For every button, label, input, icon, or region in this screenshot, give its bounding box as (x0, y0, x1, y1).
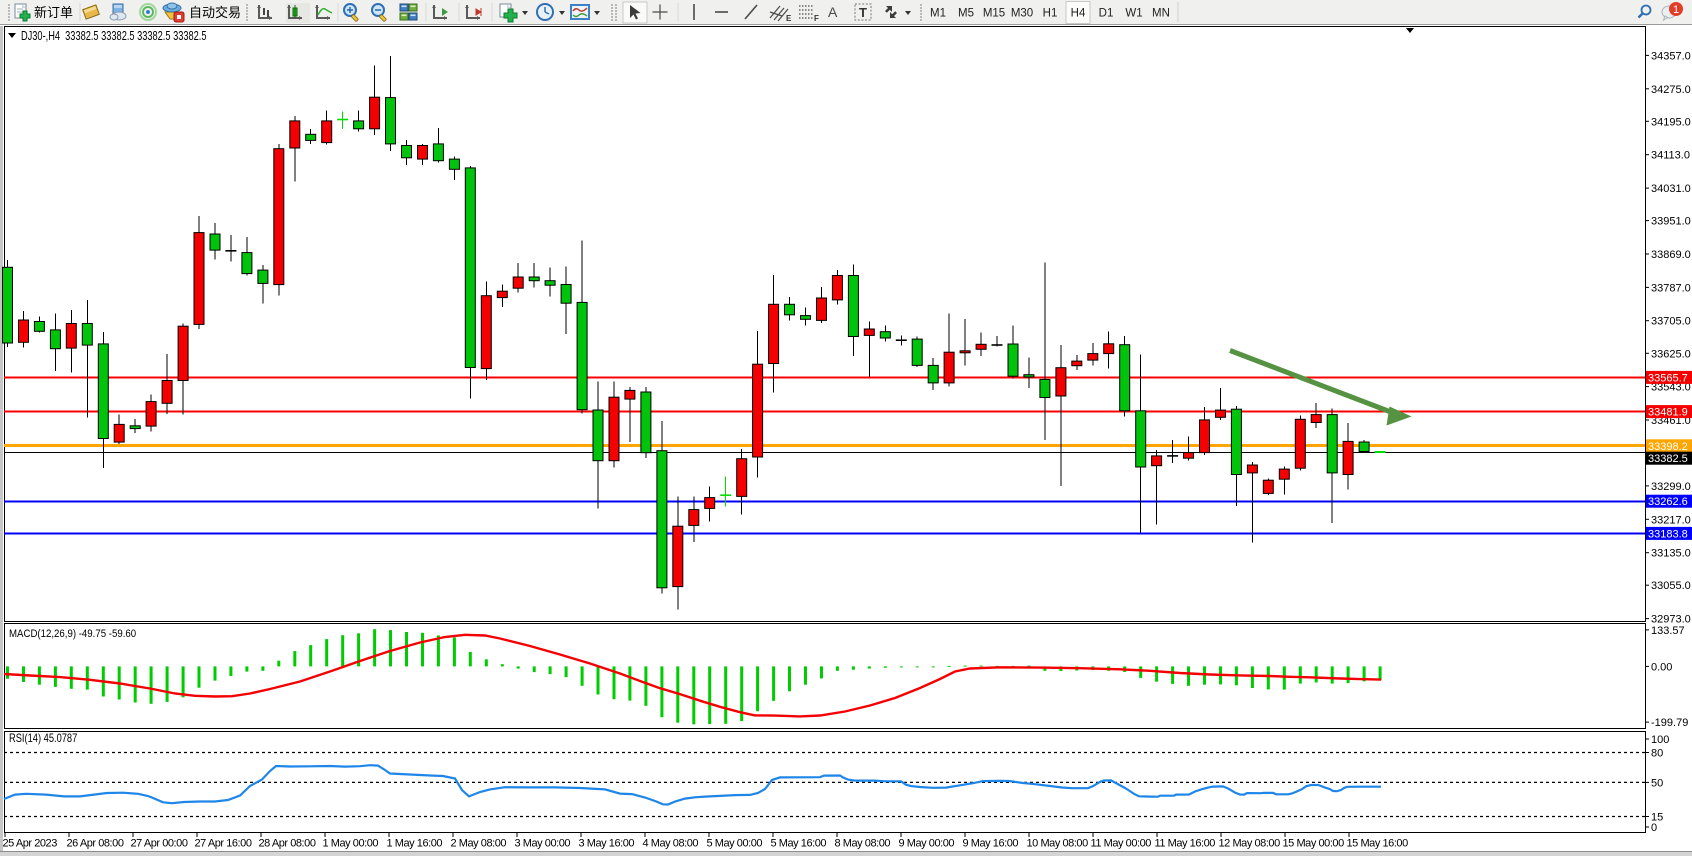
svg-text:33481.9: 33481.9 (1648, 407, 1688, 419)
svg-text:M5: M5 (958, 8, 974, 20)
svg-text:3 May 16:00: 3 May 16:00 (579, 838, 635, 850)
svg-text:33055.0: 33055.0 (1651, 580, 1691, 592)
svg-text:34113.0: 34113.0 (1651, 150, 1690, 162)
svg-text:MN: MN (1152, 8, 1170, 20)
svg-text:-199.79: -199.79 (1651, 717, 1688, 729)
svg-text:33135.0: 33135.0 (1651, 548, 1691, 560)
svg-text:D1: D1 (1099, 8, 1114, 20)
svg-text:1 May 16:00: 1 May 16:00 (387, 838, 443, 850)
svg-text:H4: H4 (1071, 8, 1086, 20)
svg-text:3 May 00:00: 3 May 00:00 (515, 838, 571, 850)
svg-text:11 May 16:00: 11 May 16:00 (1155, 838, 1216, 850)
svg-text:33951.0: 33951.0 (1651, 216, 1691, 228)
svg-text:33625.0: 33625.0 (1651, 348, 1691, 360)
svg-text:15 May 16:00: 15 May 16:00 (1347, 838, 1409, 850)
svg-text:5 May 16:00: 5 May 16:00 (771, 838, 827, 850)
svg-text:28 Apr 08:00: 28 Apr 08:00 (259, 838, 316, 850)
svg-text:10 May 08:00: 10 May 08:00 (1027, 838, 1089, 850)
svg-text:33299.0: 33299.0 (1651, 481, 1691, 493)
svg-text:33398.2: 33398.2 (1648, 441, 1688, 453)
svg-text:27 Apr 00:00: 27 Apr 00:00 (131, 838, 188, 850)
svg-text:11 May 00:00: 11 May 00:00 (1091, 838, 1152, 850)
svg-text:25 Apr 2023: 25 Apr 2023 (3, 838, 58, 850)
svg-text:26 Apr 08:00: 26 Apr 08:00 (67, 838, 124, 850)
svg-text:1 May 00:00: 1 May 00:00 (323, 838, 379, 850)
svg-text:100: 100 (1651, 734, 1669, 746)
svg-text:27 Apr 16:00: 27 Apr 16:00 (195, 838, 252, 850)
svg-text:新订单: 新订单 (34, 5, 73, 20)
svg-text:2 May 08:00: 2 May 08:00 (451, 838, 507, 850)
svg-text:33382.5: 33382.5 (1648, 453, 1688, 465)
svg-text:0.00: 0.00 (1651, 661, 1672, 673)
svg-text:DJ30-,H4 33382.5 33382.5 3338: DJ30-,H4 33382.5 33382.5 33382.5 33382.5 (21, 30, 206, 44)
svg-text:33869.0: 33869.0 (1651, 249, 1691, 261)
svg-text:M15: M15 (983, 8, 1005, 20)
svg-text:15 May 00:00: 15 May 00:00 (1283, 838, 1345, 850)
svg-text:12 May 08:00: 12 May 08:00 (1219, 838, 1281, 850)
svg-text:4 May 08:00: 4 May 08:00 (643, 838, 699, 850)
svg-text:33217.0: 33217.0 (1651, 514, 1691, 526)
svg-text:80: 80 (1651, 748, 1663, 760)
svg-text:34275.0: 34275.0 (1651, 84, 1691, 96)
svg-text:15: 15 (1651, 812, 1663, 824)
svg-text:8 May 08:00: 8 May 08:00 (835, 838, 891, 850)
svg-text:E: E (786, 14, 792, 23)
svg-text:33262.6: 33262.6 (1648, 496, 1688, 508)
svg-text:33565.7: 33565.7 (1648, 372, 1688, 384)
svg-text:9 May 16:00: 9 May 16:00 (963, 838, 1019, 850)
svg-text:5 May 00:00: 5 May 00:00 (707, 838, 763, 850)
svg-text:MACD(12,26,9) -49.75 -59.60: MACD(12,26,9) -49.75 -59.60 (9, 627, 136, 640)
svg-text:33183.8: 33183.8 (1648, 528, 1688, 540)
svg-text:33705.0: 33705.0 (1651, 316, 1691, 328)
svg-text:自动交易: 自动交易 (189, 5, 241, 20)
svg-text:34195.0: 34195.0 (1651, 116, 1691, 128)
svg-text:0: 0 (1651, 822, 1657, 834)
svg-text:9 May 00:00: 9 May 00:00 (899, 838, 955, 850)
svg-text:T: T (859, 5, 867, 20)
svg-text:F: F (814, 14, 819, 23)
svg-text:M30: M30 (1011, 8, 1033, 20)
svg-text:1: 1 (1673, 4, 1679, 16)
svg-text:RSI(14) 45.0787: RSI(14) 45.0787 (9, 733, 77, 745)
svg-text:W1: W1 (1125, 8, 1142, 20)
svg-text:50: 50 (1651, 777, 1663, 789)
svg-text:M1: M1 (930, 8, 946, 20)
svg-text:33787.0: 33787.0 (1651, 282, 1691, 294)
svg-text:34357.0: 34357.0 (1651, 50, 1691, 62)
svg-text:34031.0: 34031.0 (1651, 183, 1691, 195)
svg-text:33543.0: 33543.0 (1651, 382, 1691, 394)
svg-text:32973.0: 32973.0 (1651, 614, 1691, 626)
svg-text:A: A (828, 4, 838, 20)
svg-text:133.57: 133.57 (1651, 625, 1685, 637)
svg-text:H1: H1 (1043, 8, 1058, 20)
